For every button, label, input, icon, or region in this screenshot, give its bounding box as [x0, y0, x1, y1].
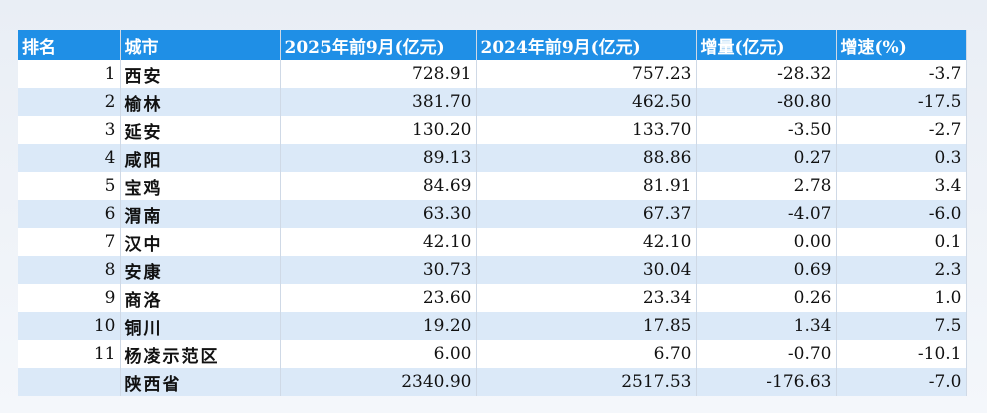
number-cell: -2.7: [836, 116, 967, 144]
number-cell: -80.80: [696, 88, 837, 116]
table-row: 8 安康 30.73 30.04 0.69 2.3: [18, 256, 967, 284]
number-cell: 381.70: [280, 88, 477, 116]
city-cell: 咸阳: [120, 144, 281, 172]
number-cell: 88.86: [476, 144, 697, 172]
table-row: 1 西安 728.91 757.23 -28.32 -3.7: [18, 60, 967, 88]
number-cell: 2.78: [696, 172, 837, 200]
table-row: 5 宝鸡 84.69 81.91 2.78 3.4: [18, 172, 967, 200]
rank-cell: 9: [18, 284, 121, 312]
city-cell: 榆林: [120, 88, 281, 116]
number-cell: -4.07: [696, 200, 837, 228]
number-cell: 17.85: [476, 312, 697, 340]
number-cell: 0.00: [696, 228, 837, 256]
number-cell: 2517.53: [476, 368, 697, 396]
number-cell: 42.10: [280, 228, 477, 256]
column-header: 增量(亿元): [696, 30, 837, 60]
number-cell: -28.32: [696, 60, 837, 88]
table-row: 11 杨凌示范区 6.00 6.70 -0.70 -10.1: [18, 340, 967, 368]
rank-cell: 5: [18, 172, 121, 200]
table-row: 10 铜川 19.20 17.85 1.34 7.5: [18, 312, 967, 340]
number-cell: 67.37: [476, 200, 697, 228]
number-cell: 42.10: [476, 228, 697, 256]
city-cell: 延安: [120, 116, 281, 144]
city-cell: 宝鸡: [120, 172, 281, 200]
number-cell: 3.4: [836, 172, 967, 200]
number-cell: 0.69: [696, 256, 837, 284]
table-body: 1 西安 728.91 757.23 -28.32 -3.7 2 榆林 381.70 462.50…: [18, 60, 967, 396]
number-cell: 19.20: [280, 312, 477, 340]
table-row: 3 延安 130.20 133.70 -3.50 -2.7: [18, 116, 967, 144]
city-cell: 西安: [120, 60, 281, 88]
number-cell: -176.63: [696, 368, 837, 396]
number-cell: 81.91: [476, 172, 697, 200]
rank-cell: 7: [18, 228, 121, 256]
rank-cell: 6: [18, 200, 121, 228]
number-cell: 130.20: [280, 116, 477, 144]
number-cell: 6.00: [280, 340, 477, 368]
number-cell: 63.30: [280, 200, 477, 228]
rank-cell: 2: [18, 88, 121, 116]
city-cell: 渭南: [120, 200, 281, 228]
rank-cell: 4: [18, 144, 121, 172]
header-row: 排名 城市 2025年前9月(亿元) 2024年前9月(亿元) 增量(亿元) 增速(%): [18, 30, 967, 60]
number-cell: 0.27: [696, 144, 837, 172]
data-table: 排名 城市 2025年前9月(亿元) 2024年前9月(亿元) 增量(亿元) 增速(%) …: [18, 30, 967, 396]
number-cell: 2.3: [836, 256, 967, 284]
column-header: 排名: [18, 30, 121, 60]
number-cell: -10.1: [836, 340, 967, 368]
city-cell: 陕西省: [120, 368, 281, 396]
table-row: 9 商洛 23.60 23.34 0.26 1.0: [18, 284, 967, 312]
city-cell: 安康: [120, 256, 281, 284]
rank-cell: 8: [18, 256, 121, 284]
table-row: 4 咸阳 89.13 88.86 0.27 0.3: [18, 144, 967, 172]
number-cell: 757.23: [476, 60, 697, 88]
number-cell: -6.0: [836, 200, 967, 228]
number-cell: 0.3: [836, 144, 967, 172]
number-cell: 7.5: [836, 312, 967, 340]
number-cell: 84.69: [280, 172, 477, 200]
number-cell: 728.91: [280, 60, 477, 88]
column-header: 增速(%): [836, 30, 967, 60]
number-cell: -3.50: [696, 116, 837, 144]
number-cell: 89.13: [280, 144, 477, 172]
rank-cell: 10: [18, 312, 121, 340]
number-cell: 6.70: [476, 340, 697, 368]
number-cell: 0.1: [836, 228, 967, 256]
number-cell: -17.5: [836, 88, 967, 116]
number-cell: 133.70: [476, 116, 697, 144]
table-row: 陕西省 2340.90 2517.53 -176.63 -7.0: [18, 368, 967, 396]
number-cell: -0.70: [696, 340, 837, 368]
column-header: 2024年前9月(亿元): [476, 30, 697, 60]
number-cell: 2340.90: [280, 368, 477, 396]
column-header: 城市: [120, 30, 281, 60]
rank-cell: 11: [18, 340, 121, 368]
table-row: 2 榆林 381.70 462.50 -80.80 -17.5: [18, 88, 967, 116]
number-cell: 1.34: [696, 312, 837, 340]
number-cell: 30.73: [280, 256, 477, 284]
table-row: 6 渭南 63.30 67.37 -4.07 -6.0: [18, 200, 967, 228]
number-cell: 0.26: [696, 284, 837, 312]
city-cell: 杨凌示范区: [120, 340, 281, 368]
number-cell: 23.60: [280, 284, 477, 312]
city-cell: 汉中: [120, 228, 281, 256]
rank-cell: 1: [18, 60, 121, 88]
number-cell: 30.04: [476, 256, 697, 284]
column-header: 2025年前9月(亿元): [280, 30, 477, 60]
number-cell: -3.7: [836, 60, 967, 88]
number-cell: -7.0: [836, 368, 967, 396]
number-cell: 1.0: [836, 284, 967, 312]
rank-cell: [18, 368, 121, 396]
rank-cell: 3: [18, 116, 121, 144]
table-row: 7 汉中 42.10 42.10 0.00 0.1: [18, 228, 967, 256]
number-cell: 462.50: [476, 88, 697, 116]
city-cell: 铜川: [120, 312, 281, 340]
city-cell: 商洛: [120, 284, 281, 312]
number-cell: 23.34: [476, 284, 697, 312]
